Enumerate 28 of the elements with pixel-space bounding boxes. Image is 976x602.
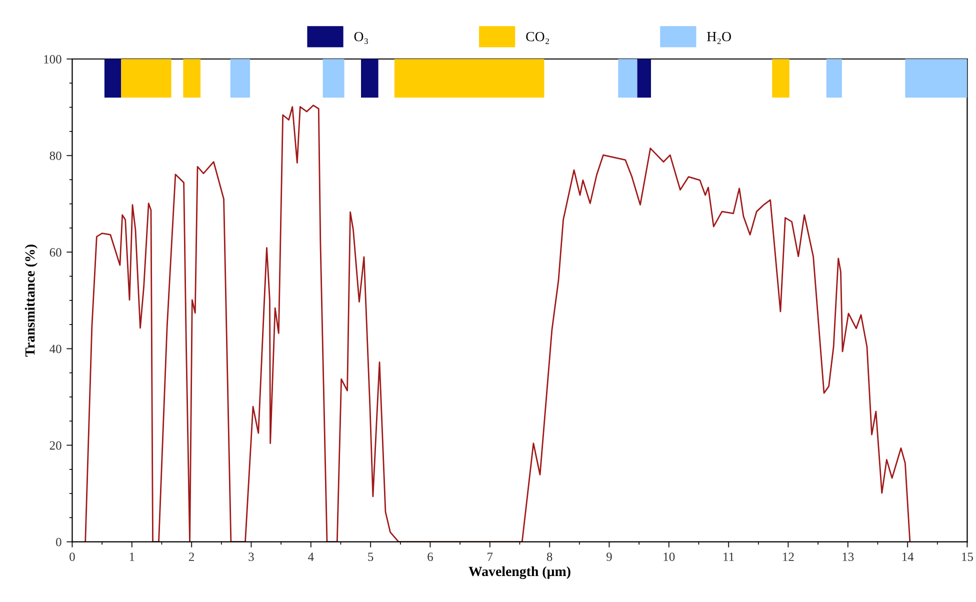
x-tick-label: 10 xyxy=(664,552,675,562)
x-axis-title: Wavelength (µm) xyxy=(468,566,570,580)
y-tick-label: 0 xyxy=(56,538,62,546)
legend-label: CO₂ xyxy=(526,32,549,44)
x-tick-label: 12 xyxy=(783,552,794,561)
x-tick-label: 2 xyxy=(188,552,194,561)
x-tick-label: 15 xyxy=(962,552,973,562)
legend-label: O₃ xyxy=(354,32,368,44)
x-tick-label: 9 xyxy=(606,552,612,562)
x-tick-label: 13 xyxy=(842,552,854,562)
y-tick-label: 80 xyxy=(50,152,62,160)
x-tick-label: 4 xyxy=(308,552,314,561)
x-tick-label: 11 xyxy=(724,552,734,561)
legend-label: H₂O xyxy=(707,32,731,44)
x-tick-label: 0 xyxy=(70,552,75,562)
y-tick-label: 100 xyxy=(44,55,62,64)
x-tick-label: 14 xyxy=(902,552,914,561)
y-tick-label: 20 xyxy=(50,441,62,450)
x-tick-label: 1 xyxy=(130,552,134,561)
x-tick-label: 3 xyxy=(248,552,254,562)
y-tick-label: 40 xyxy=(50,344,62,354)
x-tick-label: 6 xyxy=(428,552,433,562)
x-tick-label: 7 xyxy=(488,552,493,561)
y-tick-label: 60 xyxy=(50,248,62,257)
y-axis-title: Transmittance (%) xyxy=(24,244,38,357)
x-tick-label: 5 xyxy=(368,552,374,562)
line-series xyxy=(84,104,911,542)
x-tick-label: 8 xyxy=(546,552,552,562)
